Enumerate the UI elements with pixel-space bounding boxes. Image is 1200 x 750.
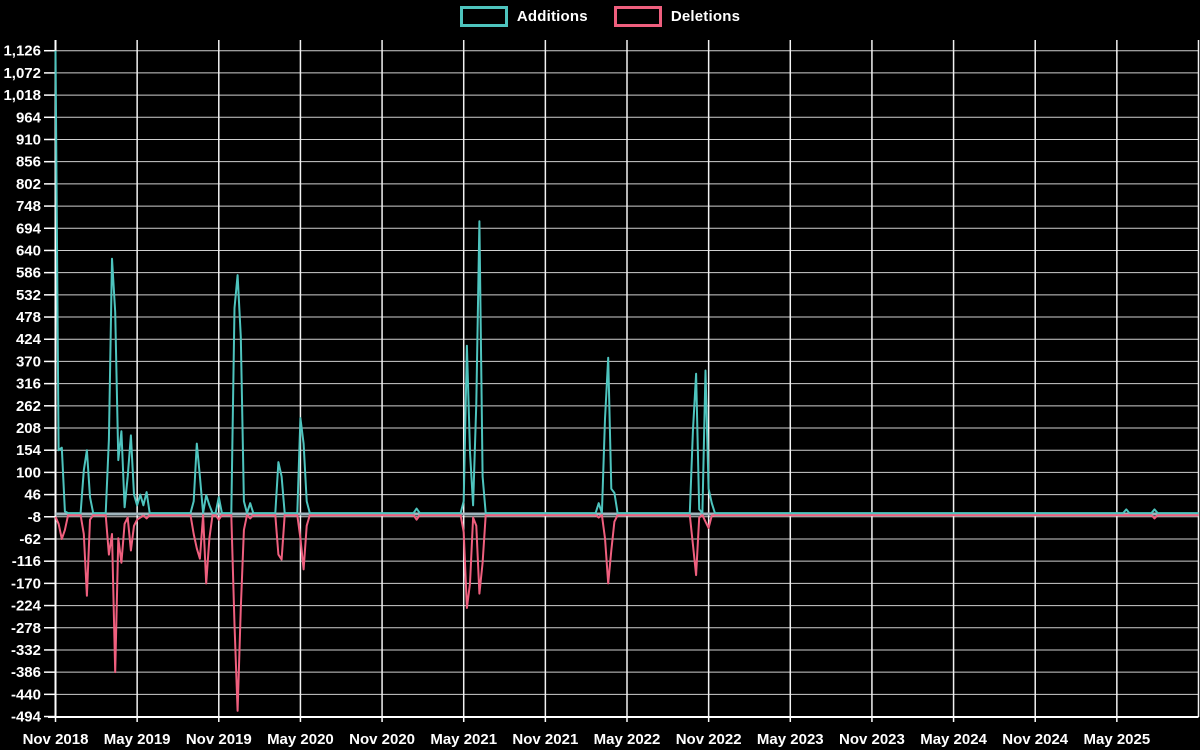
- x-tick-label: Nov 2023: [839, 731, 905, 748]
- y-tick-label: -440: [11, 686, 41, 703]
- x-tick-label: May 2021: [430, 731, 497, 748]
- x-tick-label: Nov 2024: [1002, 731, 1069, 748]
- y-tick-label: 964: [16, 109, 42, 126]
- y-tick-label: -62: [19, 531, 41, 548]
- x-tick-label: Nov 2022: [676, 731, 742, 748]
- x-tick-label: Nov 2019: [186, 731, 252, 748]
- legend-label-deletions: Deletions: [670, 8, 741, 25]
- y-tick-label: 208: [16, 420, 41, 437]
- y-tick-label: 478: [16, 309, 41, 326]
- y-tick-label: 316: [16, 376, 41, 393]
- deletions-swatch: [613, 6, 662, 27]
- y-tick-label: 640: [16, 242, 41, 259]
- y-tick-label: 694: [16, 220, 42, 237]
- y-tick-label: 262: [16, 398, 41, 415]
- chart-legend: Additions Deletions: [0, 6, 1200, 27]
- x-tick-label: Nov 2021: [512, 731, 578, 748]
- y-tick-label: 424: [16, 331, 42, 348]
- additions-line: [54, 50, 1199, 515]
- x-tick-label: May 2025: [1083, 731, 1150, 748]
- y-tick-label: 586: [16, 265, 41, 282]
- x-tick-label: Nov 2020: [349, 731, 415, 748]
- x-tick-label: Nov 2018: [23, 731, 89, 748]
- legend-item-deletions[interactable]: Deletions: [613, 6, 741, 27]
- y-tick-label: 748: [16, 198, 41, 215]
- y-tick-label: 856: [16, 154, 41, 171]
- y-tick-label: -278: [11, 620, 41, 637]
- x-tick-label: May 2024: [920, 731, 987, 748]
- x-tick-label: May 2022: [594, 731, 661, 748]
- x-tick-label: May 2020: [267, 731, 334, 748]
- y-tick-label: 370: [16, 353, 41, 370]
- additions-swatch: [459, 6, 508, 27]
- y-tick-label: 1,072: [3, 65, 41, 82]
- legend-item-additions[interactable]: Additions: [459, 6, 588, 27]
- y-tick-label: 910: [16, 131, 41, 148]
- y-tick-label: 100: [16, 464, 41, 481]
- y-tick-label: -8: [28, 509, 41, 526]
- y-tick-label: -494: [11, 709, 42, 726]
- y-tick-label: 532: [16, 287, 41, 304]
- y-tick-label: -332: [11, 642, 41, 659]
- y-tick-label: -170: [11, 575, 41, 592]
- x-tick-label: May 2023: [757, 731, 824, 748]
- legend-label-additions: Additions: [516, 8, 588, 25]
- y-tick-label: 46: [24, 487, 41, 504]
- y-tick-label: 154: [16, 442, 42, 459]
- y-tick-label: -116: [12, 553, 41, 570]
- y-tick-label: -224: [11, 598, 42, 615]
- y-tick-label: 802: [16, 176, 41, 193]
- y-tick-label: 1,018: [3, 87, 41, 104]
- x-tick-label: May 2019: [104, 731, 171, 748]
- y-tick-label: -386: [11, 664, 41, 681]
- deletions-line: [54, 514, 1199, 712]
- y-tick-label: 1,126: [3, 43, 41, 60]
